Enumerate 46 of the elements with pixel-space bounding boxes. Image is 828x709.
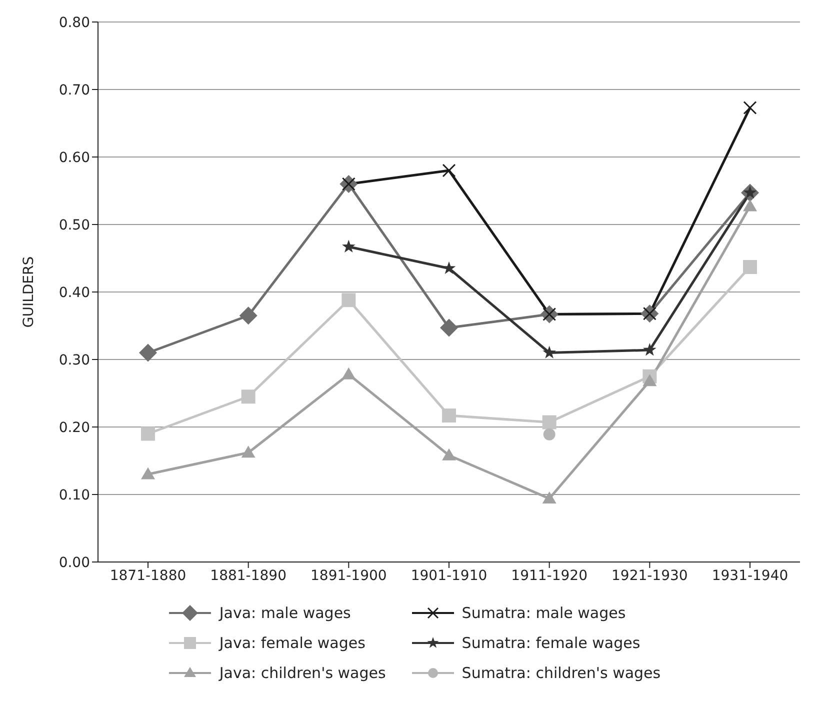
x-tick-label: 1871-1880 xyxy=(110,568,186,584)
y-tick-label: 0.30 xyxy=(58,352,90,368)
point xyxy=(442,261,456,274)
point xyxy=(542,346,556,358)
point xyxy=(743,100,757,114)
point xyxy=(442,448,456,460)
y-tick-label: 0.70 xyxy=(58,82,90,98)
point xyxy=(743,199,757,212)
y-tick-label: 0.60 xyxy=(58,150,90,166)
y-tick-label: 0.10 xyxy=(58,487,90,504)
point xyxy=(542,415,556,430)
x-tick-label: 1881-1890 xyxy=(210,568,286,584)
point xyxy=(342,293,356,308)
legend-label: Java: children's wages xyxy=(219,664,386,682)
x-tick-label: 1911-1920 xyxy=(511,568,588,584)
point xyxy=(743,260,757,274)
point xyxy=(542,492,556,504)
point xyxy=(543,428,556,440)
point xyxy=(241,390,256,404)
point xyxy=(440,318,458,337)
y-tick-label: 0.40 xyxy=(58,284,90,301)
x-tick-label: 1901-1910 xyxy=(410,568,488,584)
point xyxy=(141,426,155,441)
point xyxy=(239,306,258,325)
x-tick-label: 1891-1900 xyxy=(310,568,387,584)
point xyxy=(241,446,256,458)
point xyxy=(442,408,456,423)
legend-label: Sumatra: children's wages xyxy=(462,664,661,682)
point xyxy=(141,467,155,480)
point xyxy=(442,164,456,178)
y-axis-title: GUILDERS xyxy=(20,256,37,328)
legend-label: Sumatra: female wages xyxy=(462,634,640,652)
point xyxy=(643,343,656,356)
y-tick-label: 0.80 xyxy=(58,14,90,31)
legend-label: Sumatra: male wages xyxy=(462,604,626,622)
legend-label: Java: female wages xyxy=(219,634,366,652)
y-tick-label: 0.00 xyxy=(58,554,90,571)
point xyxy=(642,374,657,386)
x-tick-label: 1921-1930 xyxy=(612,568,688,584)
point xyxy=(342,240,356,252)
x-tick-label: 1931-1940 xyxy=(712,568,788,584)
y-tick-label: 0.50 xyxy=(58,217,90,234)
point xyxy=(342,367,356,380)
point xyxy=(139,344,157,362)
legend-label: Java: male wages xyxy=(219,604,351,622)
y-tick-label: 0.20 xyxy=(58,420,90,436)
